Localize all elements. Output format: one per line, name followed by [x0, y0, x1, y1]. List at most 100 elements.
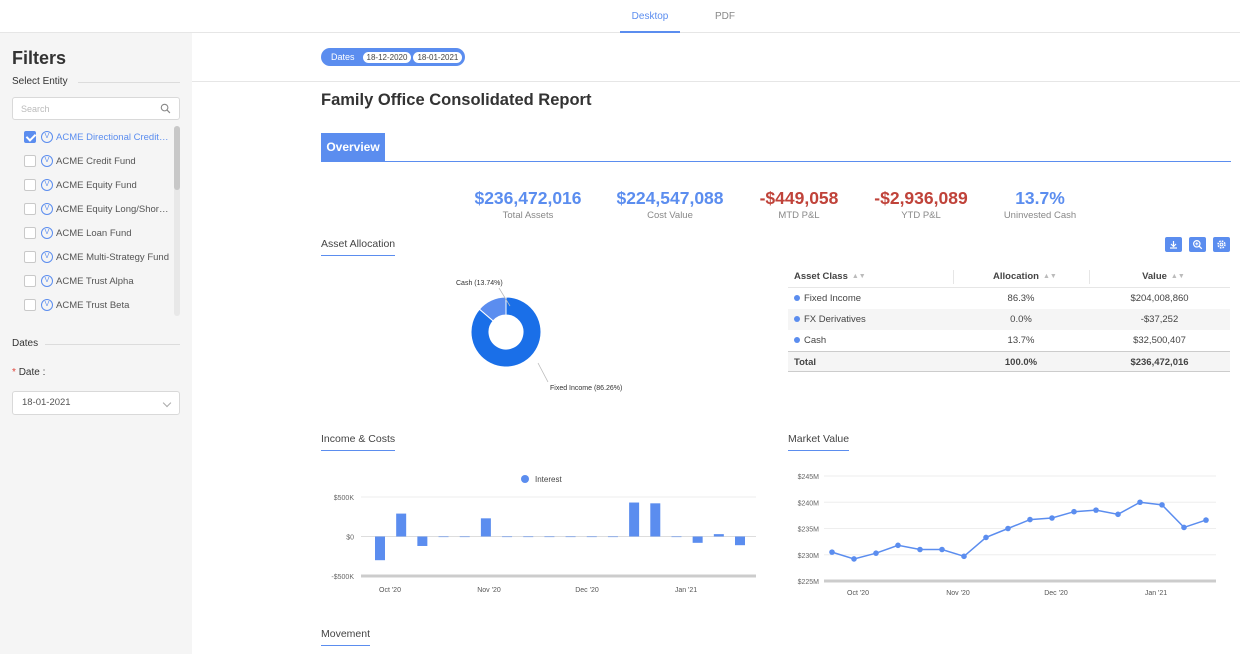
market-value-line-chart: $245M $240M $235M $230M $225M Oct '20 Nov '20 D…	[798, 474, 1216, 597]
date-select[interactable]: 18-01-2021	[12, 391, 180, 415]
x-tick-label: Nov '20	[946, 590, 970, 597]
income-bar	[671, 536, 682, 538]
settings-icon	[1217, 240, 1226, 249]
entity-checkbox[interactable]	[24, 299, 36, 311]
date-field-label: * Date :	[12, 367, 45, 378]
market-value-point	[1203, 517, 1209, 523]
market-value-point	[1049, 515, 1055, 521]
chevron-down-icon	[162, 398, 172, 408]
zoom-button[interactable]	[1189, 237, 1206, 252]
sort-icon: ▲▼	[1042, 273, 1057, 280]
entity-type-icon: V	[41, 155, 53, 167]
income-bar	[502, 536, 513, 538]
income-bar	[459, 536, 470, 538]
x-tick-label: Jan '21	[675, 587, 697, 594]
market-value-point	[1093, 507, 1099, 513]
column-header-value[interactable]: Value ▲▼	[1089, 266, 1230, 287]
column-header-asset-class[interactable]: Asset Class ▲▼	[794, 266, 866, 287]
kpi-label: Uninvested Cash	[1003, 210, 1077, 221]
table-header-row: Asset Class ▲▼ Allocation ▲▼ Value ▲▼	[788, 266, 1230, 288]
asset-name: FX Derivatives	[804, 314, 866, 325]
report-main: Dates 18-12-2020 18-01-2021 Family Offic…	[192, 33, 1240, 654]
entity-type-icon: V	[41, 251, 53, 263]
entity-type-icon: V	[41, 203, 53, 215]
tab-overview[interactable]: Overview	[321, 133, 385, 161]
income-bar	[692, 536, 703, 543]
entity-item[interactable]: V ACME Directional Credit Fund	[12, 125, 172, 149]
zoom-icon	[1193, 240, 1203, 250]
income-bar	[438, 536, 449, 538]
entity-item[interactable]: V ACME Trust Beta	[12, 293, 172, 317]
income-bar	[713, 534, 724, 537]
entity-checkbox[interactable]	[24, 131, 36, 143]
series-dot	[794, 337, 800, 344]
entity-item[interactable]: V ACME Equity Fund	[12, 173, 172, 197]
asset-allocation-table: Asset Class ▲▼ Allocation ▲▼ Value ▲▼ Fixed…	[788, 266, 1230, 372]
legend-marker	[521, 475, 529, 483]
income-bar	[480, 518, 491, 537]
select-entity-label: Select Entity	[12, 76, 68, 87]
entity-type-icon: V	[41, 179, 53, 191]
entity-checkbox[interactable]	[24, 275, 36, 287]
kpi-value: $236,472,016	[474, 188, 582, 208]
entity-list-scrollbar[interactable]	[174, 126, 180, 316]
table-row: Cash 13.7% $32,500,407	[788, 330, 1230, 351]
entity-item[interactable]: V ACME Trust Alpha	[12, 269, 172, 293]
market-value-point	[983, 534, 989, 541]
date-range-start: 18-12-2020	[362, 51, 412, 63]
y-tick-label: $235M	[798, 527, 820, 534]
entity-checkbox[interactable]	[24, 179, 36, 191]
income-bar	[396, 513, 407, 537]
income-bar	[523, 536, 534, 538]
entity-checkbox[interactable]	[24, 203, 36, 215]
market-value-point	[961, 553, 967, 560]
income-bar	[417, 536, 428, 546]
tab-desktop[interactable]: Desktop	[620, 0, 680, 33]
entity-label: ACME Loan Fund	[56, 227, 132, 239]
tab-pdf[interactable]: PDF	[715, 11, 735, 22]
slice-label: Fixed Income (86.26%)	[550, 385, 622, 392]
entity-checkbox[interactable]	[24, 155, 36, 167]
x-tick-label: Dec '20	[1044, 590, 1068, 597]
market-value-point	[1071, 508, 1077, 515]
scrollbar-thumb[interactable]	[174, 126, 180, 190]
market-value-point	[829, 549, 835, 555]
market-value-point	[851, 556, 857, 562]
movement-title: Movement	[321, 628, 371, 646]
kpi-ytd-pnl: -$2,936,089 YTD P&L	[869, 188, 973, 221]
market-value-point	[895, 542, 901, 549]
entity-item[interactable]: V ACME Loan Fund	[12, 221, 172, 245]
kpi-label: YTD P&L	[901, 210, 941, 221]
income-bar	[735, 536, 745, 546]
asset-name: Fixed Income	[804, 293, 862, 304]
date-range-pill[interactable]: Dates 18-12-2020 18-01-2021	[321, 48, 466, 66]
value-cell: -$37,252	[1140, 314, 1179, 325]
income-bar	[586, 536, 597, 538]
entity-type-icon: V	[41, 131, 53, 143]
entity-item[interactable]: V ACME Credit Fund	[12, 149, 172, 173]
tab-underline	[321, 161, 1231, 162]
entity-checkbox[interactable]	[24, 227, 36, 239]
market-value-point	[1115, 511, 1121, 518]
search-icon[interactable]	[160, 103, 171, 114]
entity-checkbox[interactable]	[24, 251, 36, 263]
date-range-label: Dates	[331, 52, 355, 62]
entity-search	[12, 97, 180, 120]
market-value-title: Market Value	[788, 433, 850, 451]
market-value-line	[831, 501, 1207, 560]
table-row: Fixed Income 86.3% $204,008,860	[788, 288, 1230, 309]
settings-button[interactable]	[1213, 237, 1230, 252]
entity-label: ACME Credit Fund	[56, 155, 136, 167]
entity-item[interactable]: V ACME Multi-Strategy Fund	[12, 245, 172, 269]
total-label: Total	[794, 357, 816, 368]
column-header-allocation[interactable]: Allocation ▲▼	[953, 266, 1089, 287]
y-tick-label: $230M	[798, 553, 820, 560]
download-button[interactable]	[1165, 237, 1182, 252]
search-input[interactable]	[13, 98, 153, 119]
entity-type-icon: V	[41, 275, 53, 287]
entity-type-icon: V	[41, 299, 53, 311]
kpi-cost-value: $224,547,088 Cost Value	[615, 188, 725, 221]
top-tab-bar: Desktop PDF	[0, 0, 1240, 33]
